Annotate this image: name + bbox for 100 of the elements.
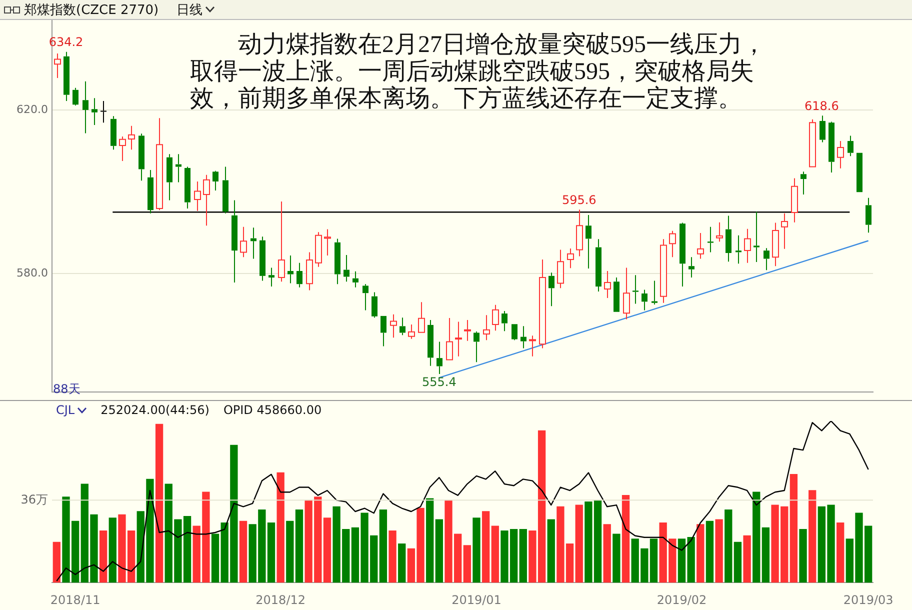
candlestick [334,238,340,285]
candlestick [726,215,732,262]
x-tick-label: 2019/01 [452,592,502,607]
x-tick-label: 2018/12 [256,592,306,607]
text: CJL [56,403,75,417]
candlestick [680,222,686,288]
bar [323,518,332,583]
ref-line-label: 36万 [20,492,48,506]
candlestick [483,314,490,341]
candlestick [828,121,834,173]
candlestick [119,136,126,162]
candlestick [837,140,844,169]
candlestick [464,320,471,342]
x-tick-label: 2019/02 [656,592,707,607]
bar [799,528,807,583]
candlestick [344,254,350,282]
candlestick [278,201,285,282]
candlestick [428,320,434,366]
candlestick [632,274,638,304]
candlestick [372,292,378,318]
bar [482,511,490,583]
candlestick [446,318,453,360]
bar [398,543,406,583]
bar [379,510,388,583]
candlestick [866,197,872,234]
bar [752,492,760,583]
candlestick [596,238,602,292]
x-tick-label: 2018/11 [50,592,100,607]
bar [547,519,555,583]
candlestick [156,118,163,211]
candlestick [502,310,508,332]
candlestick [772,222,779,267]
bar [286,520,294,583]
annotation: 634.2 [48,35,84,50]
candlestick [362,284,368,311]
bar [808,490,816,583]
candlestick [586,214,592,270]
candlestick [306,252,313,291]
candlestick [567,248,574,269]
bar [762,527,770,583]
candlestick [260,236,266,282]
chart-title: 郑煤指数(CZCE 2770) [24,2,159,18]
chart-subtitle: 日线 [176,2,203,18]
candlestick [380,316,386,347]
candlestick [736,234,742,264]
bar [211,534,220,583]
bar [706,520,714,583]
text: 252024.00(44:56) [100,403,210,417]
bar [724,510,732,583]
candlestick [408,324,415,340]
candlestick [176,154,182,183]
x-tick-label: 2019/03 [843,592,894,607]
bar [463,545,471,583]
candlestick [184,166,190,209]
bar [472,518,480,583]
candlestick [474,331,480,363]
candlestick [92,98,98,126]
candlestick [455,321,462,357]
candlestick [194,180,201,212]
candlestick [268,267,274,288]
bar [426,498,434,583]
candlestick [492,304,499,332]
bar [575,504,583,583]
bar [836,522,844,583]
candlestick [166,154,172,201]
bar [388,530,396,583]
candlestick [708,226,714,253]
candlestick [539,259,546,349]
candlestick [754,211,760,263]
candlestick [791,178,798,223]
candlestick [652,280,658,306]
candlestick [576,209,583,257]
bar [715,519,723,583]
candlestick [400,317,406,336]
candlestick [529,335,536,357]
candlestick [296,262,302,288]
text: OPID 458660.00 [223,403,322,417]
candlestick [557,249,564,289]
annotation: 88天 [53,381,80,398]
candlestick [669,230,676,258]
candlestick [54,53,61,79]
bar [295,510,304,583]
candlestick [820,115,826,143]
candlestick [232,200,238,283]
y-tick-label: 620.0 [16,102,48,116]
candlestick [390,314,397,338]
candlestick [716,222,723,242]
bar [267,522,276,583]
bar [519,528,527,583]
candlestick [324,228,331,256]
candlestick [418,302,425,333]
candlestick [614,277,620,312]
candlestick [148,170,154,214]
candlestick [64,51,70,102]
candlestick [642,289,648,311]
candlestick [110,116,116,150]
candlestick [764,248,770,271]
candlestick [100,100,106,124]
candlestick [800,171,806,196]
candlestick [240,226,247,258]
